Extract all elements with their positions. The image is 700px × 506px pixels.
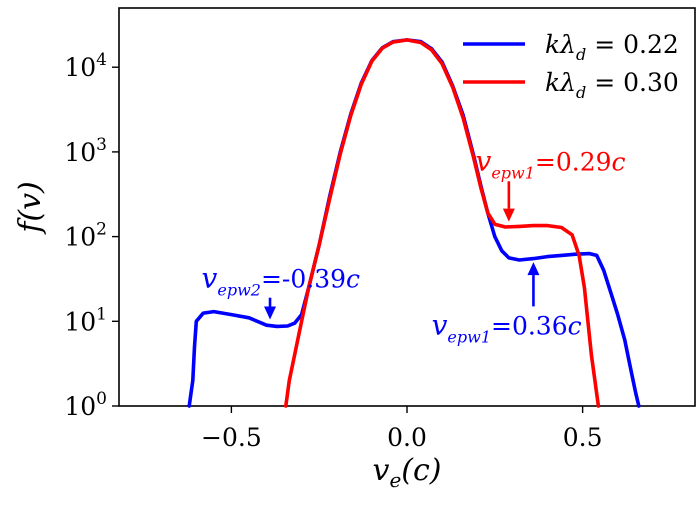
red-epw1-arrow-head: [502, 208, 515, 222]
axis-ticks: −0.5 0.0 0.5 100 101 102 103 104: [64, 50, 602, 452]
annotation-layer: vepw2=-0.39c vepw1=0.29c vepw1=0.36c: [202, 145, 626, 347]
axis-titles: ve(c) f(v): [13, 181, 442, 492]
x-tick-label: −0.5: [201, 423, 262, 452]
blue-epw1-arrow-head: [527, 262, 540, 276]
legend-label-0.22: kλd = 0.22: [545, 30, 679, 64]
y-tick-label: 100: [64, 389, 107, 421]
x-tick-label: 0.5: [563, 423, 603, 452]
blue-epw2-arrow-head: [264, 306, 277, 320]
series-layer: [187, 38, 641, 408]
y-tick-label: 103: [64, 135, 107, 167]
y-tick-label: 102: [64, 220, 107, 252]
legend: kλd = 0.22 kλd = 0.30: [463, 30, 679, 102]
series-line-0.30: [283, 38, 601, 408]
x-tick-label: 0.0: [387, 423, 427, 452]
y-tick-label: 101: [64, 304, 107, 336]
legend-label-0.30: kλd = 0.30: [545, 68, 679, 102]
y-tick-label: 104: [64, 50, 107, 82]
y-axis-title: f(v): [13, 181, 48, 234]
blue-epw1-label: vepw1=0.36c: [432, 308, 582, 346]
red-epw1-label: vepw1=0.29c: [475, 145, 625, 183]
blue-epw2-label: vepw2=-0.39c: [202, 262, 361, 300]
x-axis-title: ve(c): [372, 453, 441, 492]
